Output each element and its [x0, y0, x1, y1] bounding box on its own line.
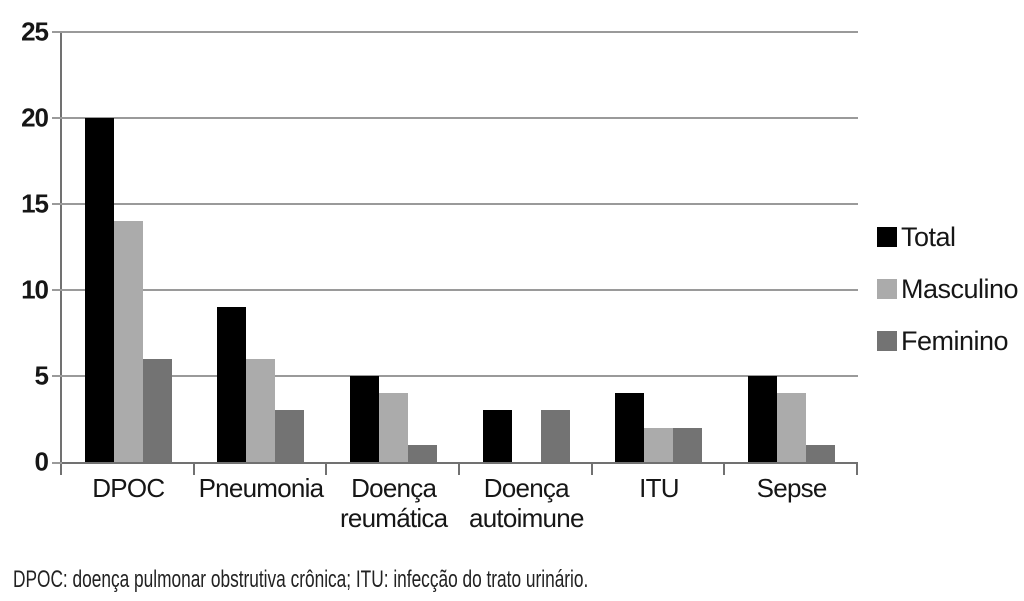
x-axis-tick-1 [192, 464, 195, 475]
y-axis-label-25: 25 [21, 16, 49, 47]
legend-label-total: Total [901, 221, 956, 252]
bar-group-itu [593, 32, 726, 462]
x-axis-label-sepse: Sepse [756, 473, 828, 503]
x-axis-label-pneumonia: Pneumonia [198, 473, 325, 503]
x-axis-tick-2 [325, 464, 328, 475]
gridline-10 [52, 289, 858, 291]
bar-total-doenca-autoimune [482, 410, 512, 462]
legend-item-feminino: Feminino [877, 326, 1018, 356]
bar-feminino-pneumonia [275, 410, 305, 462]
x-axis-label-dpoc: DPOC [92, 473, 165, 503]
gridline-20 [52, 117, 858, 119]
bar-group-doenca-reumatica [327, 32, 460, 462]
y-axis-zero-tick [52, 462, 62, 464]
x-axis-line [62, 462, 858, 464]
bar-masculino-itu [644, 427, 674, 462]
gridline-15 [52, 203, 858, 205]
bar-feminino-itu [673, 427, 703, 462]
legend-item-masculino: Masculino [877, 274, 1019, 304]
y-axis-label-20: 20 [21, 102, 49, 133]
x-axis-tick-4 [590, 464, 593, 475]
legend-label-masculino: Masculino [901, 273, 1019, 304]
bar-total-doenca-reumatica [350, 376, 380, 462]
bar-feminino-doenca-autoimune [540, 410, 570, 462]
bar-masculino-dpoc [113, 221, 143, 462]
bar-masculino-sepse [777, 393, 807, 462]
bar-total-itu [615, 393, 645, 462]
bar-total-pneumonia [217, 307, 247, 462]
y-axis-label-10: 10 [21, 274, 49, 305]
legend: Total Masculino Feminino [877, 222, 1019, 383]
bar-total-dpoc [84, 118, 114, 462]
gridline-5 [52, 375, 858, 377]
bar-masculino-doenca-reumatica [379, 393, 409, 462]
bar-group-sepse [725, 32, 858, 462]
bar-feminino-dpoc [142, 358, 172, 462]
y-axis-line [60, 32, 62, 474]
y-axis-label-5: 5 [34, 360, 49, 391]
legend-swatch-masculino [877, 279, 897, 299]
bar-feminino-doenca-reumatica [408, 444, 438, 462]
y-axis-label-15: 15 [21, 188, 49, 219]
x-axis-labels: DPOC Pneumonia Doença reumática Doença auto… [62, 473, 858, 543]
legend-swatch-feminino [877, 331, 897, 351]
x-axis-tick-0 [60, 464, 62, 475]
x-axis-tick-5 [723, 464, 726, 475]
bar-masculino-pneumonia [246, 358, 276, 462]
footnote-text: DPOC: doença pulmonar obstrutiva crônica… [13, 566, 589, 593]
bar-feminino-sepse [806, 444, 836, 462]
bar-group-doenca-autoimune [460, 32, 593, 462]
x-axis-label-itu: ITU [639, 473, 679, 503]
legend-item-total: Total [877, 222, 1018, 252]
gridline-25 [52, 31, 858, 33]
x-axis-label-doenca-autoimune: Doença autoimune [468, 473, 584, 533]
bar-group-pneumonia [195, 32, 328, 462]
x-axis-tick-6 [856, 464, 858, 475]
bar-total-sepse [748, 376, 778, 462]
bar-group-dpoc [62, 32, 195, 462]
x-axis-label-doenca-reumatica: Doença reumática [339, 473, 448, 533]
legend-swatch-total [877, 227, 897, 247]
legend-label-feminino: Feminino [901, 325, 1009, 356]
plot-area: 0 5 10 15 20 25 [21, 17, 858, 477]
y-axis-label-0: 0 [34, 446, 49, 477]
x-axis-tick-3 [458, 464, 460, 475]
